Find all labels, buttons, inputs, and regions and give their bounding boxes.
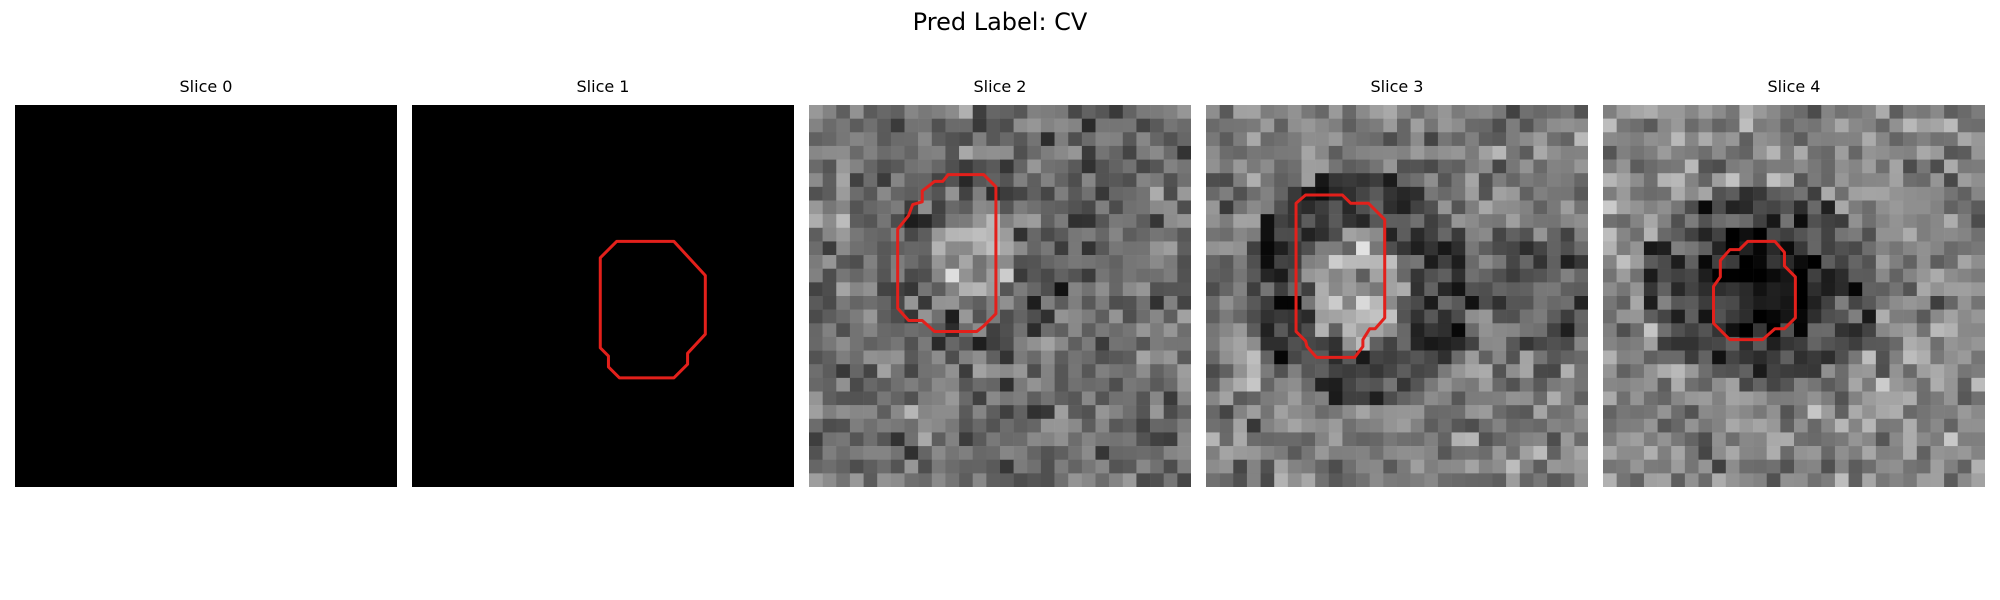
slice-title-4: Slice 4 xyxy=(1767,77,1821,96)
slice-background xyxy=(412,105,794,487)
segmentation-contour xyxy=(896,173,998,333)
slice-panel-1: Slice 1 xyxy=(412,77,794,487)
slice-image-2 xyxy=(809,105,1191,487)
slice-panel-2: Slice 2 xyxy=(809,77,1191,487)
slice-image-1 xyxy=(412,105,794,487)
slice-pixels xyxy=(1206,105,1588,487)
slice-panel-3: Slice 3 xyxy=(1206,77,1588,487)
slice-title-3: Slice 3 xyxy=(1370,77,1424,96)
slice-title-2: Slice 2 xyxy=(973,77,1027,96)
segmentation-contour xyxy=(1712,239,1797,342)
slice-image-0 xyxy=(15,105,397,487)
slice-panel-0: Slice 0 xyxy=(15,77,397,487)
slice-image-4 xyxy=(1603,105,1985,487)
slice-title-0: Slice 0 xyxy=(179,77,233,96)
figure-title: Pred Label: CV xyxy=(912,8,1088,36)
slice-panel-4: Slice 4 xyxy=(1603,77,1985,487)
slice-pixels xyxy=(1603,105,1985,487)
slice-pixels xyxy=(809,105,1191,487)
slice-background xyxy=(15,105,397,487)
slice-title-1: Slice 1 xyxy=(576,77,630,96)
segmentation-contour xyxy=(598,239,707,380)
slice-image-3 xyxy=(1206,105,1588,487)
segmentation-contour xyxy=(1294,193,1387,359)
